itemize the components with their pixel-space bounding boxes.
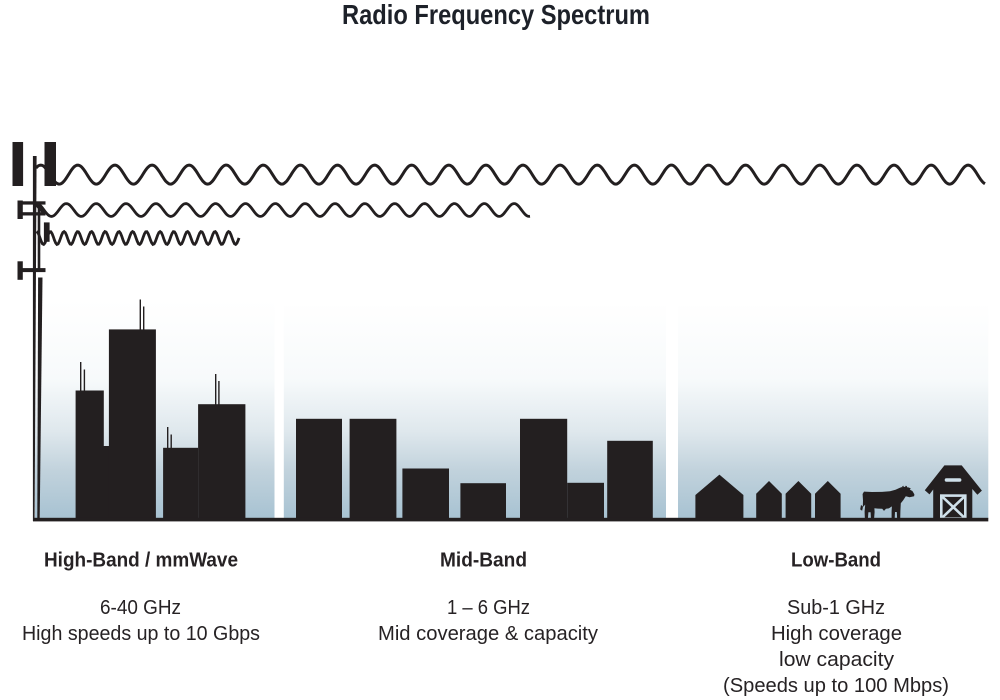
svg-text:Mid coverage & capacity: Mid coverage & capacity <box>378 623 598 645</box>
svg-text:6-40 GHz: 6-40 GHz <box>100 597 181 619</box>
svg-text:Mid-Band: Mid-Band <box>440 550 527 572</box>
svg-text:High speeds up to 10 Gbps: High speeds up to 10 Gbps <box>22 623 260 645</box>
svg-text:Low-Band: Low-Band <box>791 550 881 572</box>
svg-text:(Speeds up to 100 Mbps): (Speeds up to 100 Mbps) <box>723 675 949 697</box>
svg-text:High-Band / mmWave: High-Band / mmWave <box>44 550 238 572</box>
svg-text:High coverage: High coverage <box>771 623 902 645</box>
svg-text:Radio Frequency Spectrum: Radio Frequency Spectrum <box>342 0 650 30</box>
svg-text:1 – 6 GHz: 1 – 6 GHz <box>447 597 530 619</box>
svg-text:low capacity: low capacity <box>779 649 894 671</box>
svg-text:Sub-1 GHz: Sub-1 GHz <box>787 597 885 619</box>
